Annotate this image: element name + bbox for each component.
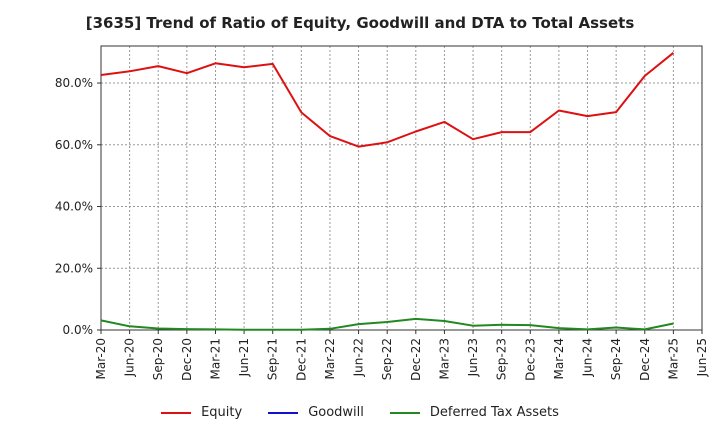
x-tick-label: Jun-21 xyxy=(237,338,251,377)
legend-label: Goodwill xyxy=(308,405,364,420)
legend-swatch xyxy=(389,411,420,414)
x-tick-label: Mar-23 xyxy=(437,338,451,379)
x-tick-label: Sep-20 xyxy=(151,338,165,380)
y-tick-label: 20.0% xyxy=(55,261,93,275)
x-tick-label: Jun-20 xyxy=(123,338,137,377)
x-tick-label: Jun-25 xyxy=(695,338,709,377)
plot-frame xyxy=(100,45,703,331)
legend-label: Deferred Tax Assets xyxy=(429,405,559,420)
y-tick-label: 80.0% xyxy=(55,76,93,90)
x-tick-label: Sep-24 xyxy=(609,338,623,380)
x-tick-label: Mar-24 xyxy=(552,338,566,379)
legend-label: Equity xyxy=(201,405,243,420)
x-tick-label: Mar-20 xyxy=(94,338,108,379)
x-tick-label: Jun-24 xyxy=(581,338,595,377)
x-tick-label: Dec-23 xyxy=(523,338,537,381)
y-tick-label: 40.0% xyxy=(55,200,93,214)
legend-item: Deferred Tax Assets xyxy=(389,405,559,420)
legend-item: Goodwill xyxy=(268,405,364,420)
legend-item: Equity xyxy=(161,405,242,420)
x-tick-label: Mar-25 xyxy=(666,338,680,379)
x-tick-label: Mar-22 xyxy=(323,338,337,379)
x-tick-label: Sep-22 xyxy=(380,338,394,380)
x-tick-label: Dec-24 xyxy=(638,338,652,381)
x-tick-label: Dec-21 xyxy=(294,338,308,381)
legend-swatch xyxy=(161,411,192,414)
y-tick-label: 60.0% xyxy=(55,138,93,152)
x-tick-label: Mar-21 xyxy=(208,338,222,379)
x-tick-label: Dec-22 xyxy=(409,338,423,381)
legend: Equity Goodwill Deferred Tax Assets xyxy=(0,405,720,420)
chart-title: [3635] Trend of Ratio of Equity, Goodwil… xyxy=(85,14,635,32)
x-tick-label: Jun-23 xyxy=(466,338,480,377)
series-line-equity xyxy=(100,52,675,148)
x-tick-label: Sep-21 xyxy=(266,338,280,380)
x-tick-label: Sep-23 xyxy=(495,338,509,380)
y-tick-label: 0.0% xyxy=(63,323,94,337)
x-tick-label: Dec-20 xyxy=(180,338,194,381)
legend-swatch xyxy=(268,411,299,414)
series-line-deferred-tax-assets xyxy=(100,317,674,331)
x-tick-label: Jun-22 xyxy=(352,338,366,377)
